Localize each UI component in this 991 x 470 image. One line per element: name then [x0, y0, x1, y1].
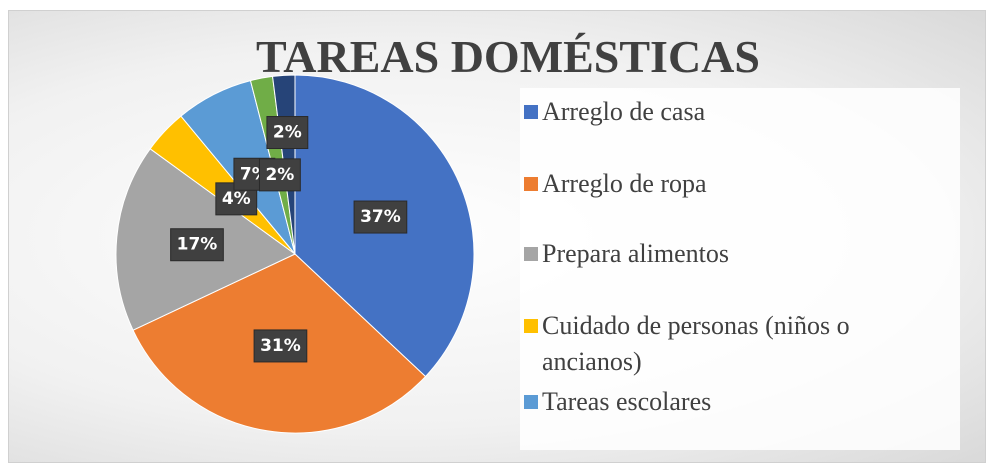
data-labels: 37%31%17%4%7%2%2%: [170, 116, 408, 363]
data-label-text: 37%: [360, 207, 401, 227]
data-label: 2%: [266, 116, 309, 150]
legend-item: Tareas escolares: [524, 384, 944, 420]
data-label-box: [266, 116, 309, 150]
legend-item: Cuidado de personas (niños o ancianos): [524, 308, 944, 380]
data-label-text: 2%: [265, 165, 294, 185]
legend: Arreglo de casa Arreglo de ropa Prepara al…: [520, 88, 960, 450]
legend-label: Tareas escolares: [542, 387, 712, 416]
data-label-text: 31%: [260, 336, 301, 356]
legend-swatch: [524, 319, 538, 333]
data-label: 31%: [253, 329, 308, 363]
data-label: 2%: [258, 158, 301, 192]
chart-title: TAREAS DOMÉSTICAS: [256, 31, 760, 82]
data-label: 37%: [353, 200, 408, 234]
data-label: 17%: [170, 228, 224, 262]
data-label-box: [170, 228, 224, 262]
data-label-box: [353, 200, 408, 234]
legend-label: Arreglo de ropa: [542, 169, 707, 198]
data-label: 4%: [215, 182, 258, 216]
legend-swatch: [524, 177, 538, 191]
data-label-text: 2%: [273, 123, 302, 143]
legend-swatch: [524, 105, 538, 119]
data-label-box: [258, 158, 301, 192]
data-label-box: [253, 329, 308, 363]
legend-label: Arreglo de casa: [542, 97, 706, 126]
legend-label: Cuidado de personas (niños o ancianos): [542, 311, 850, 376]
data-label-text: 4%: [222, 189, 251, 209]
legend-item: Prepara alimentos: [524, 236, 944, 272]
legend-label: Prepara alimentos: [542, 239, 729, 268]
legend-item: Arreglo de ropa: [524, 166, 944, 202]
legend-swatch: [524, 395, 538, 409]
legend-swatch: [524, 247, 538, 261]
legend-item: Arreglo de casa: [524, 94, 944, 130]
data-label-text: 17%: [177, 235, 218, 255]
